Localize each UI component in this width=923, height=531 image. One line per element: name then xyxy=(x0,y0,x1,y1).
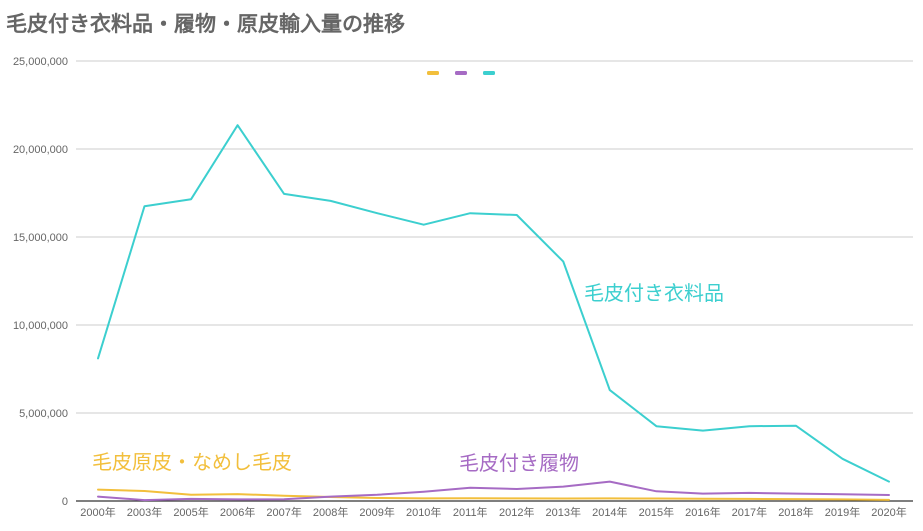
x-tick-label: 2008年 xyxy=(313,505,348,519)
x-tick-label: 2018年 xyxy=(778,505,813,519)
series-line-footwear xyxy=(97,480,890,502)
series-label-fur-garments: 毛皮付き衣料品 xyxy=(584,281,724,305)
series-label-raw-skins: 毛皮原皮・なめし毛皮 xyxy=(92,450,292,474)
legend-swatch-raw-skins xyxy=(427,71,439,75)
x-tick-label: 2016年 xyxy=(685,505,720,519)
series-lines xyxy=(97,124,890,502)
x-tick-label: 2014年 xyxy=(592,505,627,519)
x-axis-ticks: 2000年 2003年 2005年 2006年 2007年 2008年 2009年 2010年… xyxy=(80,505,906,519)
series-line-fur-garments xyxy=(97,124,890,483)
x-tick-label: 2003年 xyxy=(127,505,162,519)
series-label-footwear: 毛皮付き履物 xyxy=(459,451,579,475)
legend-swatch-footwear xyxy=(455,71,467,75)
x-tick-label: 2010年 xyxy=(406,505,441,519)
x-tick-label: 2006年 xyxy=(220,505,255,519)
x-tick-label: 2013年 xyxy=(546,505,581,519)
gridlines xyxy=(76,60,913,502)
x-tick-label: 2011年 xyxy=(453,505,488,519)
series-line-raw-skins xyxy=(97,488,890,501)
legend-swatch-fur-garments xyxy=(483,71,495,75)
y-tick-label: 5,000,000 xyxy=(19,408,68,420)
x-tick-label: 2020年 xyxy=(871,505,906,519)
legend xyxy=(427,71,495,75)
x-tick-label: 2019年 xyxy=(825,505,860,519)
x-tick-label: 2012年 xyxy=(499,505,534,519)
x-tick-label: 2007年 xyxy=(266,505,301,519)
y-tick-label: 20,000,000 xyxy=(13,144,68,156)
chart-title: 毛皮付き衣料品・履物・原皮輸入量の推移 xyxy=(6,12,405,36)
y-tick-label: 0 xyxy=(62,496,68,508)
y-tick-label: 15,000,000 xyxy=(13,232,68,244)
y-tick-label: 10,000,000 xyxy=(13,320,68,332)
x-tick-label: 2015年 xyxy=(639,505,674,519)
x-tick-label: 2000年 xyxy=(80,505,115,519)
y-tick-label: 25,000,000 xyxy=(13,56,68,68)
x-tick-label: 2009年 xyxy=(359,505,394,519)
y-axis-ticks: 0 5,000,000 10,000,000 15,000,000 20,000,000… xyxy=(13,56,68,508)
x-tick-label: 2005年 xyxy=(173,505,208,519)
x-tick-label: 2017年 xyxy=(732,505,767,519)
